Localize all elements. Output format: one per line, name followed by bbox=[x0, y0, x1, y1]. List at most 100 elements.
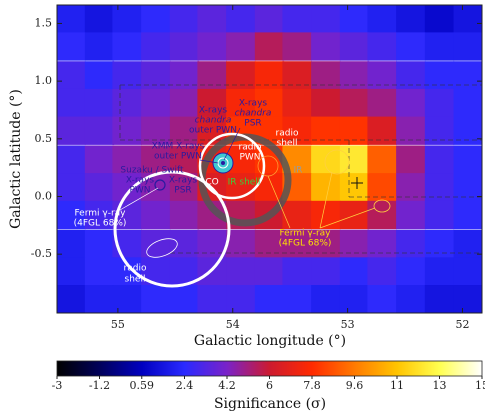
heatmap-cell bbox=[85, 145, 114, 173]
chart: X-rayschandraPSRX-rayschandraouter PWNXM… bbox=[0, 0, 485, 415]
heatmap-cell bbox=[170, 230, 199, 258]
psr bbox=[221, 161, 225, 165]
heatmap-cell bbox=[255, 32, 284, 60]
heatmap-cell bbox=[255, 285, 284, 313]
heatmap-cell bbox=[197, 285, 226, 313]
heatmap-cell bbox=[425, 32, 454, 60]
heatmap-cell bbox=[112, 89, 141, 117]
annotation: PWN bbox=[129, 186, 150, 196]
annotation: chandra bbox=[235, 109, 272, 119]
heatmap-cell bbox=[425, 117, 454, 145]
heatmap-cell bbox=[112, 32, 141, 60]
colorbar bbox=[57, 361, 482, 376]
annotation: Fermi γ-ray bbox=[74, 209, 126, 219]
colorbar-tick-label: 6 bbox=[266, 379, 273, 392]
heatmap-cell bbox=[311, 201, 340, 229]
heatmap-cell bbox=[282, 257, 311, 285]
heatmap-cell bbox=[112, 285, 141, 313]
x-tick-label: 55 bbox=[111, 318, 125, 331]
heatmap-cell bbox=[85, 173, 114, 201]
colorbar-tick-label: 13 bbox=[433, 379, 447, 392]
heatmap-cell bbox=[112, 117, 141, 145]
heatmap-cell bbox=[367, 230, 396, 258]
heatmap-cell bbox=[367, 201, 396, 229]
heatmap-cell bbox=[367, 32, 396, 60]
annotation: (4FGL 68%) bbox=[74, 219, 127, 229]
heatmap-cell bbox=[340, 285, 369, 313]
heatmap-cell bbox=[56, 32, 85, 60]
heatmap-cell bbox=[85, 89, 114, 117]
heatmap-cell bbox=[311, 285, 340, 313]
x-tick-label: 54 bbox=[226, 318, 240, 331]
heatmap-cell bbox=[85, 230, 114, 258]
heatmap-cell bbox=[311, 89, 340, 117]
heatmap-cell bbox=[367, 145, 396, 173]
heatmap-cell bbox=[454, 89, 483, 117]
heatmap-cell bbox=[454, 32, 483, 60]
heatmap-cell bbox=[340, 89, 369, 117]
colorbar-tick-label: 15 bbox=[475, 379, 485, 392]
colorbar-tick-label: 9.6 bbox=[346, 379, 364, 392]
annotation: radio bbox=[124, 264, 147, 274]
heatmap-cell bbox=[170, 201, 199, 229]
heatmap-cell bbox=[141, 285, 170, 313]
heatmap-cell bbox=[85, 5, 114, 33]
heatmap-cell bbox=[85, 285, 114, 313]
heatmap-cell bbox=[340, 257, 369, 285]
heatmap-cell bbox=[226, 32, 255, 60]
heatmap-cell bbox=[396, 89, 425, 117]
annotation: Fermi γ-ray bbox=[279, 229, 331, 239]
heatmap-cell bbox=[340, 173, 369, 201]
heatmap-cell bbox=[425, 145, 454, 173]
heatmap-cell bbox=[141, 230, 170, 258]
heatmap-cell bbox=[197, 32, 226, 60]
heatmap-cell bbox=[85, 257, 114, 285]
heatmap-cell bbox=[454, 257, 483, 285]
heatmap-cell bbox=[425, 89, 454, 117]
heatmap-cell bbox=[454, 5, 483, 33]
heatmap-cell bbox=[85, 32, 114, 60]
colorbar-label: Significance (σ) bbox=[214, 396, 326, 412]
heatmap-cell bbox=[367, 117, 396, 145]
heatmap-cell bbox=[425, 285, 454, 313]
heatmap-cell bbox=[454, 201, 483, 229]
heatmap-cell bbox=[141, 89, 170, 117]
annotation: PSR bbox=[244, 119, 261, 129]
heatmap-cell bbox=[340, 32, 369, 60]
annotation: outer PWN bbox=[154, 152, 202, 162]
annotation: X-rays bbox=[126, 176, 155, 186]
heatmap-cell bbox=[311, 32, 340, 60]
heatmap-cell bbox=[396, 5, 425, 33]
heatmap-cell bbox=[367, 257, 396, 285]
heatmap-cell bbox=[282, 32, 311, 60]
heatmap-cell bbox=[367, 89, 396, 117]
heatmap-cell bbox=[311, 173, 340, 201]
heatmap-cell bbox=[340, 201, 369, 229]
heatmap-cell bbox=[311, 257, 340, 285]
heatmap-cell bbox=[396, 32, 425, 60]
annotation: PSR bbox=[174, 186, 191, 196]
colorbar-tick-label: -3 bbox=[52, 379, 63, 392]
heatmap-cell bbox=[226, 5, 255, 33]
colorbar-tick-label: -1.2 bbox=[89, 379, 110, 392]
colorbar-tick-label: 4.2 bbox=[218, 379, 236, 392]
heatmap-cell bbox=[255, 257, 284, 285]
annotation: chandra bbox=[195, 116, 232, 126]
heatmap-cell bbox=[141, 201, 170, 229]
heatmap-cell bbox=[170, 89, 199, 117]
heatmap bbox=[56, 5, 483, 314]
annotation: PWN bbox=[239, 153, 260, 163]
heatmap-cell bbox=[367, 5, 396, 33]
heatmap-cell bbox=[56, 257, 85, 285]
heatmap-cell bbox=[282, 201, 311, 229]
annotation: radio bbox=[276, 129, 299, 139]
heatmap-cell bbox=[396, 145, 425, 173]
heatmap-cell bbox=[56, 285, 85, 313]
heatmap-cell bbox=[56, 145, 85, 173]
colorbar-tick-label: 2.4 bbox=[176, 379, 194, 392]
annotation: outer PWN bbox=[189, 126, 237, 136]
heatmap-cell bbox=[56, 61, 85, 89]
x-axis-label: Galactic longitude (°) bbox=[194, 333, 346, 349]
y-axis-label: Galactic latitude (°) bbox=[8, 89, 24, 229]
annotation: X-rays bbox=[239, 99, 268, 109]
